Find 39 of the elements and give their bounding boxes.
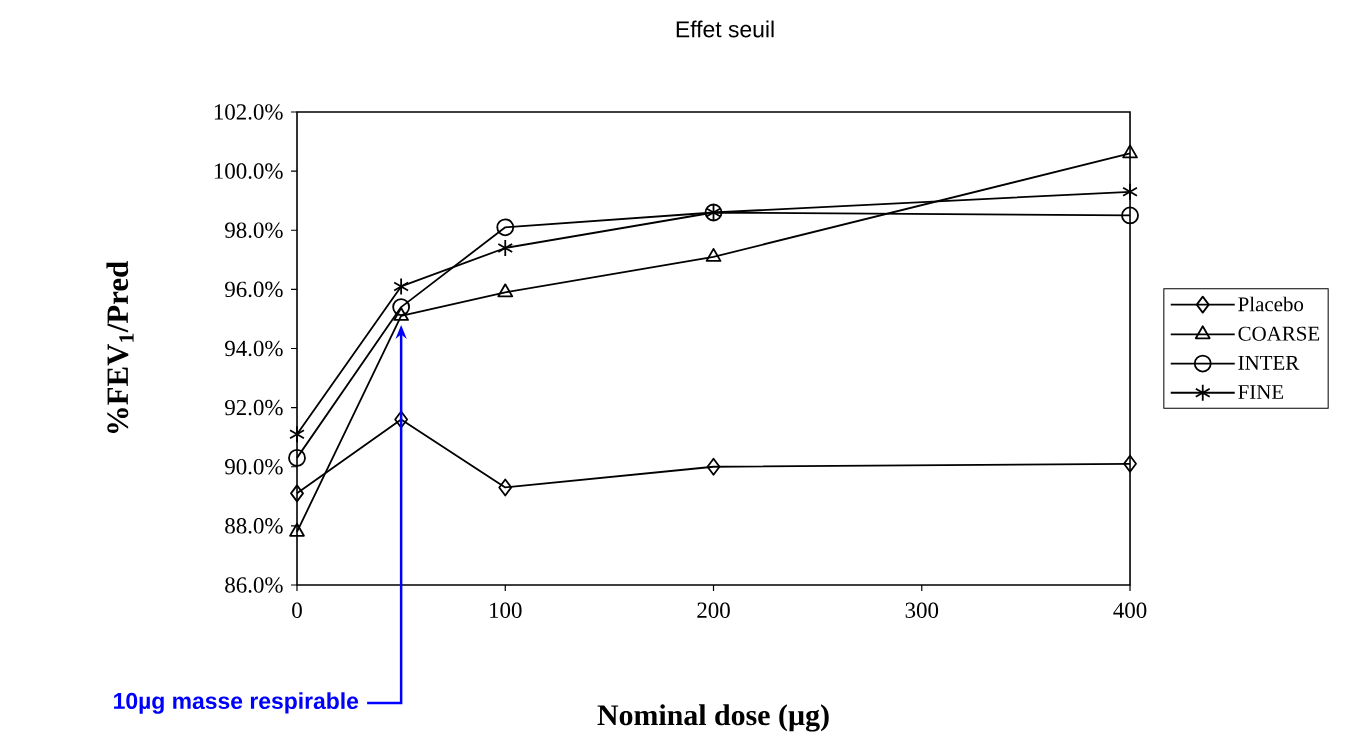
- point: [394, 410, 409, 429]
- point: [288, 448, 306, 467]
- y-tick-label: 100.0%: [214, 163, 283, 179]
- point: [1123, 454, 1137, 473]
- point: [1122, 182, 1138, 201]
- point: [1122, 144, 1138, 159]
- y-tick-label: 94.0%: [225, 340, 283, 357]
- y-tick-label: 86.0%: [225, 577, 283, 593]
- x-tick-label: 200: [697, 602, 730, 618]
- point: [497, 239, 514, 257]
- point: [393, 307, 409, 321]
- y-tick-label: 98.0%: [225, 222, 283, 239]
- point: [497, 283, 514, 298]
- y-tick-label: 88.0%: [225, 518, 283, 534]
- y-tick-label: 90.0%: [225, 458, 283, 475]
- legend-label: INTER: [1238, 355, 1300, 370]
- point: [290, 484, 304, 503]
- legend-label: FINE: [1238, 385, 1284, 399]
- legend-label: Placebo: [1238, 296, 1304, 312]
- x-tick-label: 300: [905, 602, 939, 618]
- x-axis-title: Nominal dose (µg): [597, 704, 829, 732]
- y-axis-title: %FEV$_{1}$/Pred: [106, 261, 134, 434]
- x-tick-label: 100: [490, 602, 522, 618]
- point: [498, 478, 513, 497]
- point: [289, 425, 305, 444]
- point: [706, 457, 721, 476]
- chart-title: Effet seuil: [676, 20, 774, 38]
- annotation: 10µg masse respirable: [114, 692, 359, 714]
- point: [496, 218, 515, 237]
- point: [393, 277, 409, 296]
- point: [1121, 206, 1139, 225]
- y-tick-label: 102.0%: [214, 104, 283, 120]
- point: [392, 298, 411, 316]
- x-tick-label: 400: [1113, 602, 1147, 618]
- legend-label: COARSE: [1238, 326, 1320, 341]
- y-tick-label: 92.0%: [225, 399, 283, 416]
- y-tick-label: 96.0%: [225, 281, 283, 298]
- point: [705, 247, 722, 262]
- x-tick-label: 0: [292, 602, 302, 618]
